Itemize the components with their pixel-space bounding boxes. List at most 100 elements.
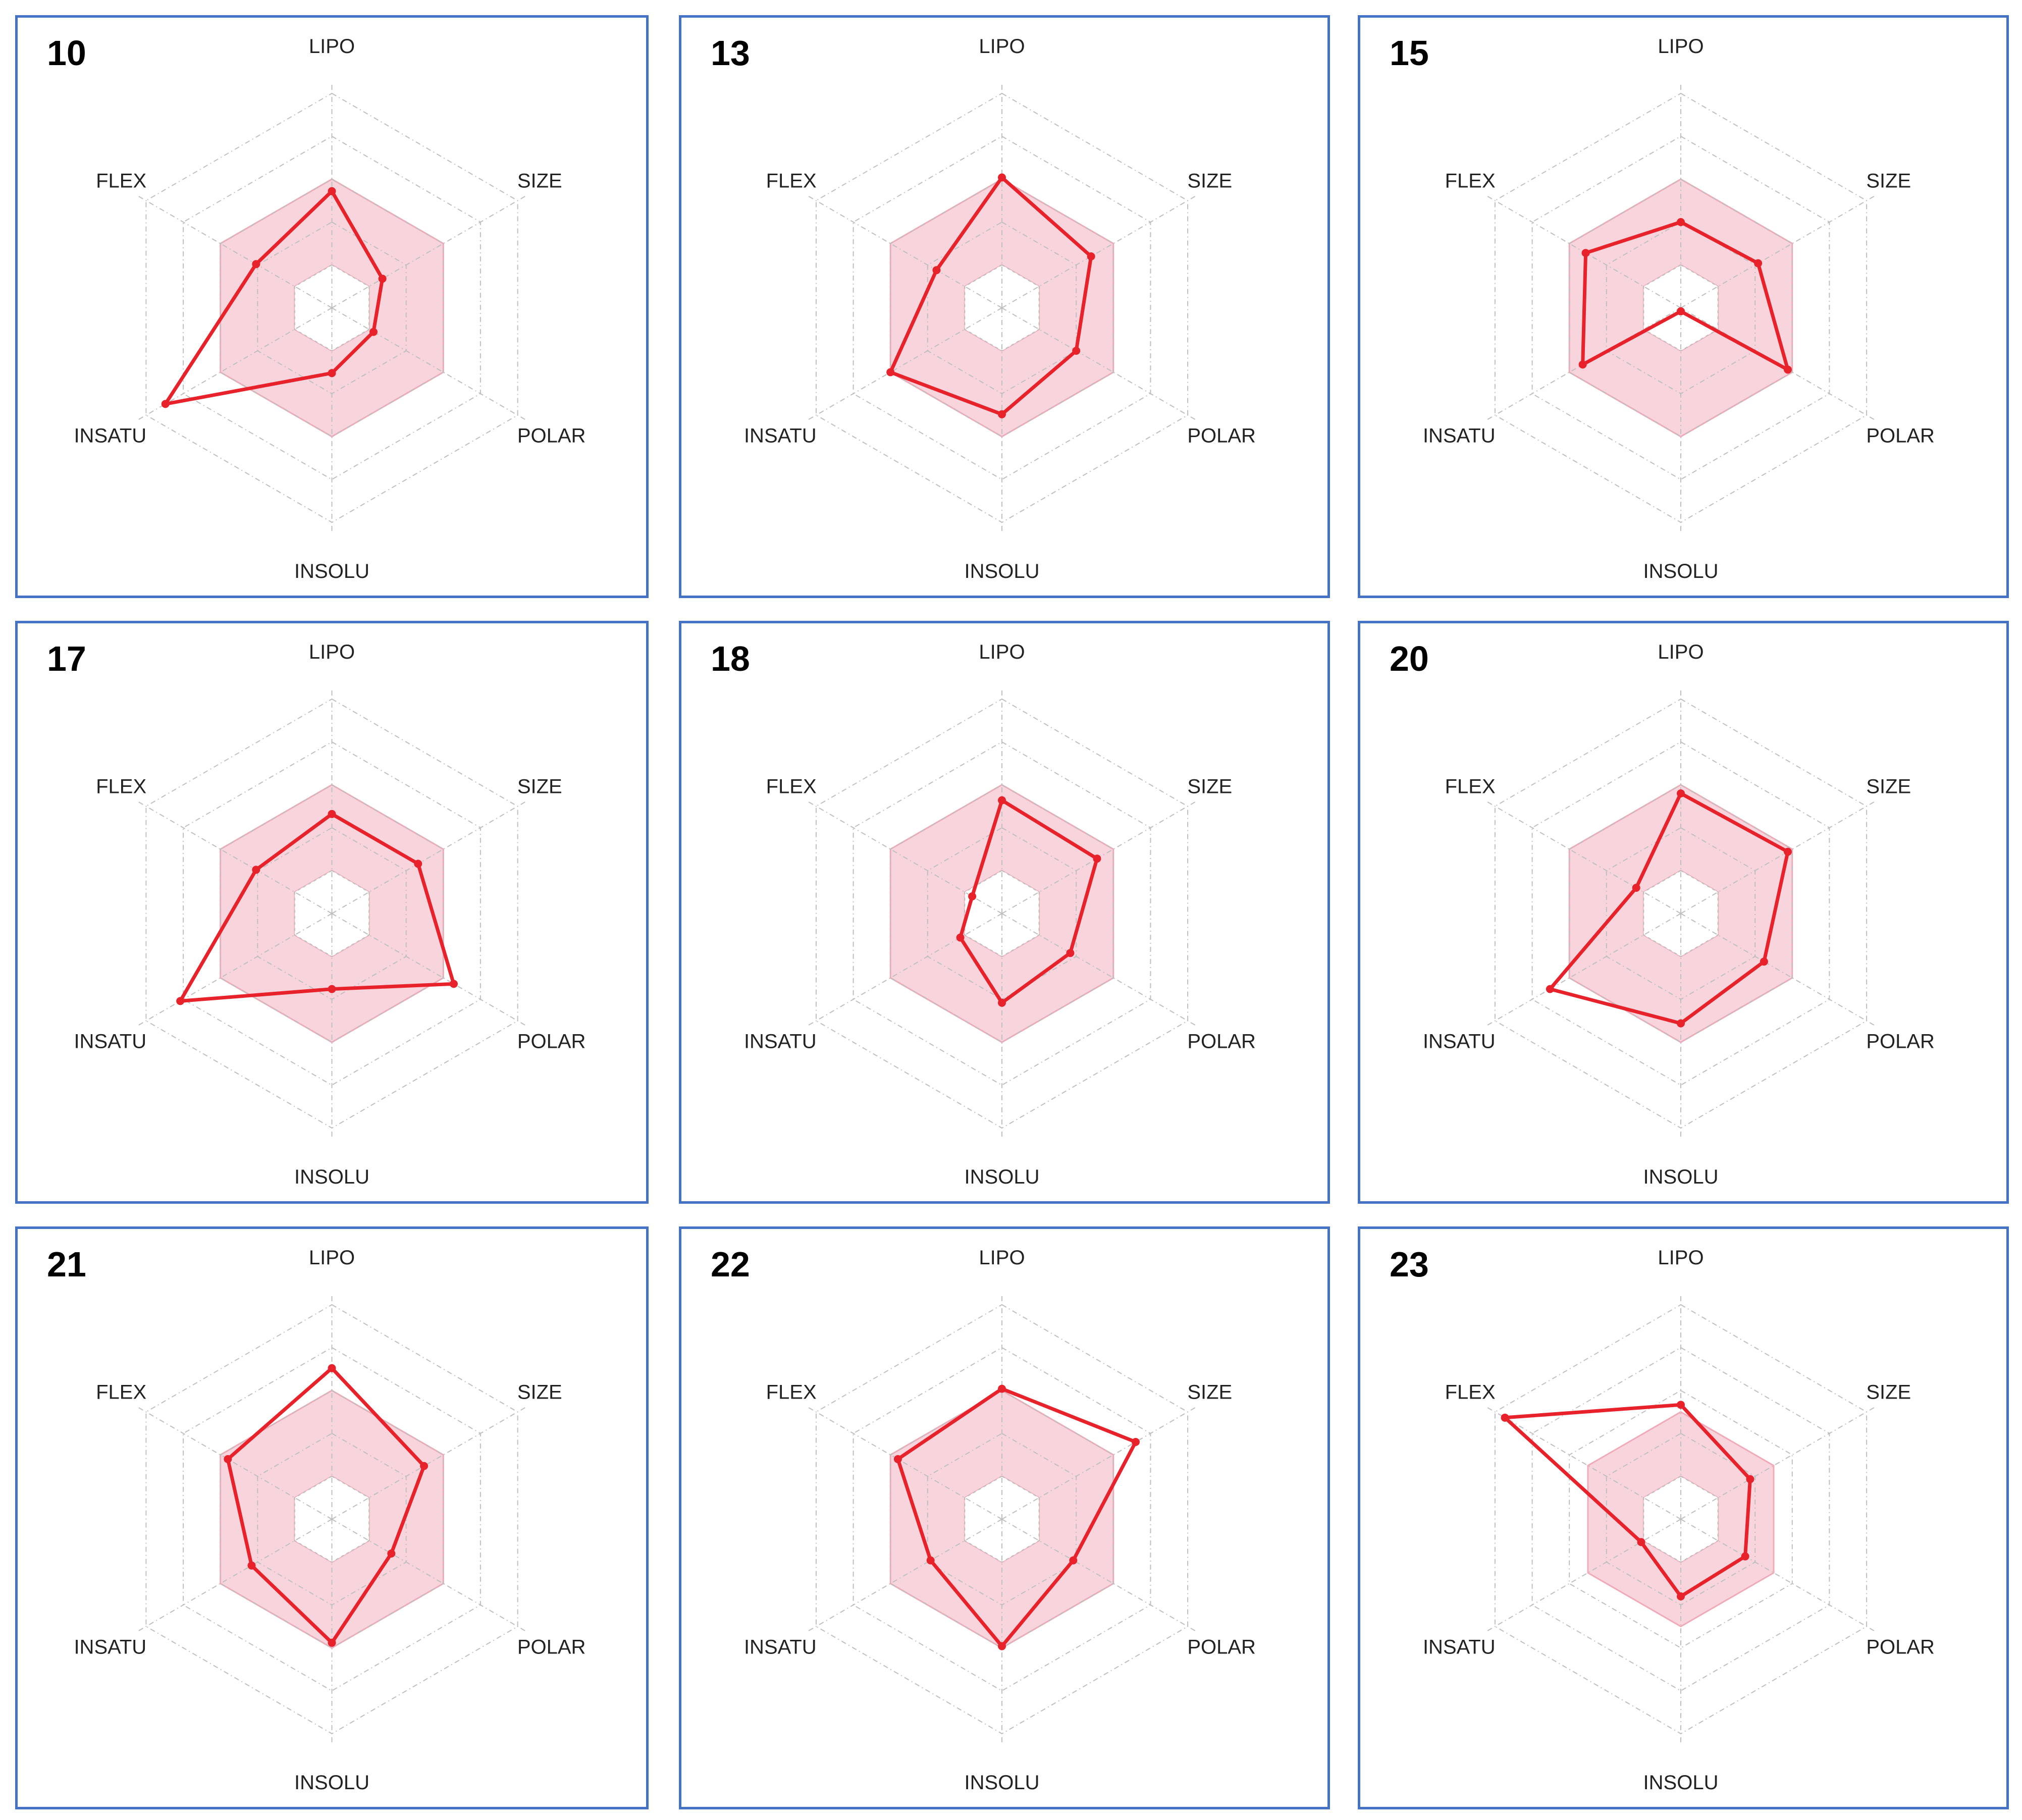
data-point-size xyxy=(1746,1475,1754,1483)
radar-panel-22: 22 LIPO SIZE POLAR INSOLU INSATU FLEX xyxy=(679,1226,1330,1809)
data-point-flex xyxy=(1581,249,1590,257)
axis-spoke-polar xyxy=(1001,307,1197,421)
radar-panel-13: 13 LIPO SIZE POLAR INSOLU INSATU FLEX xyxy=(679,15,1330,598)
axis-spoke-polar xyxy=(331,1519,527,1632)
axis-label-size: SIZE xyxy=(517,170,562,192)
axis-spoke-insatu xyxy=(807,1519,1002,1632)
axis-label-insolu: INSOLU xyxy=(294,1772,369,1794)
axis-label-polar: POLAR xyxy=(517,1031,586,1053)
data-point-flex xyxy=(252,866,260,874)
data-point-insatu xyxy=(161,400,170,408)
axis-label-insatu: INSATU xyxy=(1423,425,1496,447)
data-point-lipo xyxy=(998,173,1006,182)
data-point-lipo xyxy=(328,187,336,195)
axis-spoke-insatu xyxy=(807,913,1002,1027)
data-point-polar xyxy=(387,1549,396,1558)
axis-label-insatu: INSATU xyxy=(74,425,146,447)
data-point-insolu xyxy=(328,1638,336,1647)
axis-label-flex: FLEX xyxy=(1445,776,1496,798)
radar-panel-21: 21 LIPO SIZE POLAR INSOLU INSATU FLEX xyxy=(15,1226,649,1809)
data-point-lipo xyxy=(998,796,1006,805)
data-point-lipo xyxy=(998,1384,1006,1393)
panel-title: 20 xyxy=(1390,639,1429,678)
axis-spoke-insatu xyxy=(1486,1519,1681,1632)
axis-spoke-size xyxy=(331,195,527,308)
grid-ring xyxy=(1569,1389,1793,1649)
data-point-size xyxy=(414,860,422,868)
axis-spoke-size xyxy=(1001,1406,1197,1520)
data-point-flex xyxy=(224,1455,232,1463)
axis-spoke-size xyxy=(1680,195,1876,308)
data-point-size xyxy=(1754,259,1763,267)
data-point-polar xyxy=(1069,1556,1078,1565)
data-point-size xyxy=(378,275,387,283)
data-point-insatu xyxy=(1637,1538,1645,1546)
data-point-size xyxy=(1132,1438,1140,1446)
axis-label-insatu: INSATU xyxy=(74,1031,146,1053)
axis-label-insatu: INSATU xyxy=(74,1636,146,1658)
axis-label-flex: FLEX xyxy=(96,1381,146,1404)
axis-label-polar: POLAR xyxy=(1187,1636,1256,1658)
axis-label-insatu: INSATU xyxy=(744,1636,817,1658)
axis-label-polar: POLAR xyxy=(1187,425,1256,447)
data-point-size xyxy=(1093,854,1101,863)
data-point-insolu xyxy=(328,369,336,378)
data-point-insatu xyxy=(1578,360,1587,369)
axis-label-flex: FLEX xyxy=(766,1381,817,1404)
data-point-flex xyxy=(1632,884,1640,892)
axis-label-insolu: INSOLU xyxy=(294,560,369,582)
panel-title: 17 xyxy=(47,639,86,678)
axis-spoke-polar xyxy=(1001,913,1197,1027)
axis-spoke-size xyxy=(1001,195,1197,308)
data-point-flex xyxy=(968,892,977,900)
axis-label-polar: POLAR xyxy=(1866,1031,1935,1053)
axis-spoke-polar xyxy=(331,307,527,421)
axis-label-lipo: LIPO xyxy=(1658,35,1704,58)
axis-label-insolu: INSOLU xyxy=(965,560,1040,582)
grid-ring xyxy=(220,178,444,438)
axis-label-size: SIZE xyxy=(1866,1381,1911,1404)
radar-panel-17: 17 LIPO SIZE POLAR INSOLU INSATU FLEX xyxy=(15,621,649,1204)
data-point-polar xyxy=(1741,1552,1749,1561)
grid-ring xyxy=(890,178,1114,438)
data-point-insolu xyxy=(328,985,336,993)
axis-spoke-size xyxy=(331,1406,527,1520)
data-point-polar xyxy=(1066,949,1075,957)
axis-spoke-insatu xyxy=(137,913,333,1027)
axis-label-lipo: LIPO xyxy=(1658,1247,1704,1269)
axis-spoke-insatu xyxy=(1486,913,1681,1027)
grid-ring xyxy=(220,784,444,1043)
axis-label-insolu: INSOLU xyxy=(1643,560,1719,582)
axis-spoke-polar xyxy=(1001,1519,1197,1632)
data-point-insatu xyxy=(247,1561,256,1570)
axis-label-insolu: INSOLU xyxy=(1643,1166,1719,1188)
radar-chart: LIPO SIZE POLAR INSOLU INSATU FLEX xyxy=(74,641,586,1188)
data-point-lipo xyxy=(328,1364,336,1372)
radar-chart: LIPO SIZE POLAR INSOLU INSATU FLEX xyxy=(744,35,1256,582)
axis-label-lipo: LIPO xyxy=(309,35,355,58)
axis-spoke-insatu xyxy=(137,307,333,421)
data-point-size xyxy=(420,1462,429,1470)
grid-ring xyxy=(890,1389,1114,1649)
data-point-insolu xyxy=(1677,1592,1685,1600)
grid-ring xyxy=(220,1389,444,1649)
panel-title: 10 xyxy=(47,33,86,73)
axis-spoke-flex xyxy=(137,1406,333,1520)
axis-label-lipo: LIPO xyxy=(979,1247,1025,1269)
axis-label-polar: POLAR xyxy=(1866,1636,1935,1658)
data-point-size xyxy=(1784,847,1792,856)
radar-panel-10: 10 LIPO SIZE POLAR INSOLU INSATU FLEX xyxy=(15,15,649,598)
axis-label-size: SIZE xyxy=(1866,776,1911,798)
axis-label-flex: FLEX xyxy=(766,170,817,192)
axis-label-size: SIZE xyxy=(517,1381,562,1404)
axis-spoke-polar xyxy=(1680,1519,1876,1632)
grid-ring xyxy=(1569,178,1793,438)
data-point-lipo xyxy=(1677,789,1685,797)
radar-panel-18: 18 LIPO SIZE POLAR INSOLU INSATU FLEX xyxy=(679,621,1330,1204)
axis-label-flex: FLEX xyxy=(766,776,817,798)
axis-label-insatu: INSATU xyxy=(1423,1636,1496,1658)
axis-label-polar: POLAR xyxy=(517,1636,586,1658)
axis-label-lipo: LIPO xyxy=(309,1247,355,1269)
data-point-insolu xyxy=(998,1642,1006,1650)
axis-label-polar: POLAR xyxy=(1866,425,1935,447)
